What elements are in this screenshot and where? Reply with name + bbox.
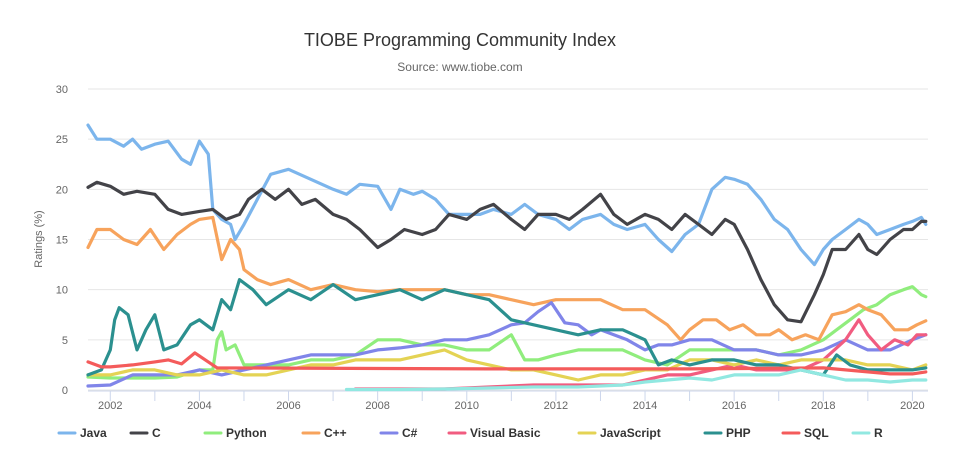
series-line-r[interactable] bbox=[344, 368, 928, 392]
x-tick-label: 2004 bbox=[187, 400, 211, 412]
legend-label: C bbox=[152, 426, 161, 440]
legend: Java C Python C++ C# Visual Basic JavaScript PH… bbox=[57, 426, 883, 440]
series-line-sql[interactable] bbox=[86, 351, 928, 376]
y-tick-label: 0 bbox=[62, 385, 68, 397]
x-tick-label: 2010 bbox=[455, 400, 479, 412]
legend-label: C# bbox=[402, 426, 418, 440]
legend-label: PHP bbox=[726, 426, 751, 440]
legend-label: SQL bbox=[804, 426, 829, 440]
x-tick-label: 2008 bbox=[365, 400, 389, 412]
y-tick-label: 5 bbox=[62, 335, 68, 347]
legend-label: R bbox=[874, 426, 883, 440]
y-tick-label: 20 bbox=[56, 184, 68, 196]
y-tick-label: 25 bbox=[56, 134, 68, 146]
legend-item-c[interactable]: C bbox=[129, 426, 161, 440]
x-axis: 2002 2004 2006 2008 2010 2012 2014 2016 2018 2020 bbox=[88, 390, 928, 412]
legend-label: Visual Basic bbox=[470, 426, 541, 440]
series-line-c[interactable] bbox=[86, 215, 928, 342]
legend-item-c[interactable]: C++ bbox=[301, 426, 347, 440]
x-tick-label: 2016 bbox=[722, 400, 746, 412]
series-line-c[interactable] bbox=[86, 180, 928, 324]
legend-item-r[interactable]: R bbox=[851, 426, 883, 440]
series-group bbox=[86, 123, 928, 392]
y-tick-label: 15 bbox=[56, 235, 68, 247]
x-tick-label: 2012 bbox=[544, 400, 568, 412]
grid bbox=[88, 88, 928, 391]
y-tick-label: 30 bbox=[56, 84, 68, 96]
series-line-java[interactable] bbox=[86, 123, 928, 267]
series-line-python[interactable] bbox=[86, 285, 928, 380]
x-tick-label: 2020 bbox=[900, 400, 924, 412]
legend-label: C++ bbox=[324, 426, 347, 440]
y-axis-title: Ratings (%) bbox=[33, 210, 45, 267]
legend-item-javascript[interactable]: JavaScript bbox=[577, 426, 661, 440]
legend-item-python[interactable]: Python bbox=[203, 426, 267, 440]
legend-label: JavaScript bbox=[600, 426, 661, 440]
legend-item-java[interactable]: Java bbox=[57, 426, 107, 440]
legend-item-visual-basic[interactable]: Visual Basic bbox=[447, 426, 541, 440]
chart-subtitle: Source: www.tiobe.com bbox=[397, 60, 522, 74]
y-axis: 0 5 10 15 20 25 30 bbox=[56, 84, 68, 397]
legend-label: Python bbox=[226, 426, 267, 440]
chart-title: TIOBE Programming Community Index bbox=[304, 30, 616, 50]
y-tick-label: 10 bbox=[56, 285, 68, 297]
legend-label: Java bbox=[80, 426, 107, 440]
legend-item-sql[interactable]: SQL bbox=[781, 426, 829, 440]
x-tick-label: 2002 bbox=[98, 400, 122, 412]
legend-item-c[interactable]: C# bbox=[379, 426, 418, 440]
series-line-php[interactable] bbox=[86, 278, 928, 377]
x-tick-label: 2018 bbox=[811, 400, 835, 412]
legend-item-php[interactable]: PHP bbox=[703, 426, 751, 440]
x-tick-label: 2014 bbox=[633, 400, 657, 412]
x-tick-label: 2006 bbox=[276, 400, 300, 412]
